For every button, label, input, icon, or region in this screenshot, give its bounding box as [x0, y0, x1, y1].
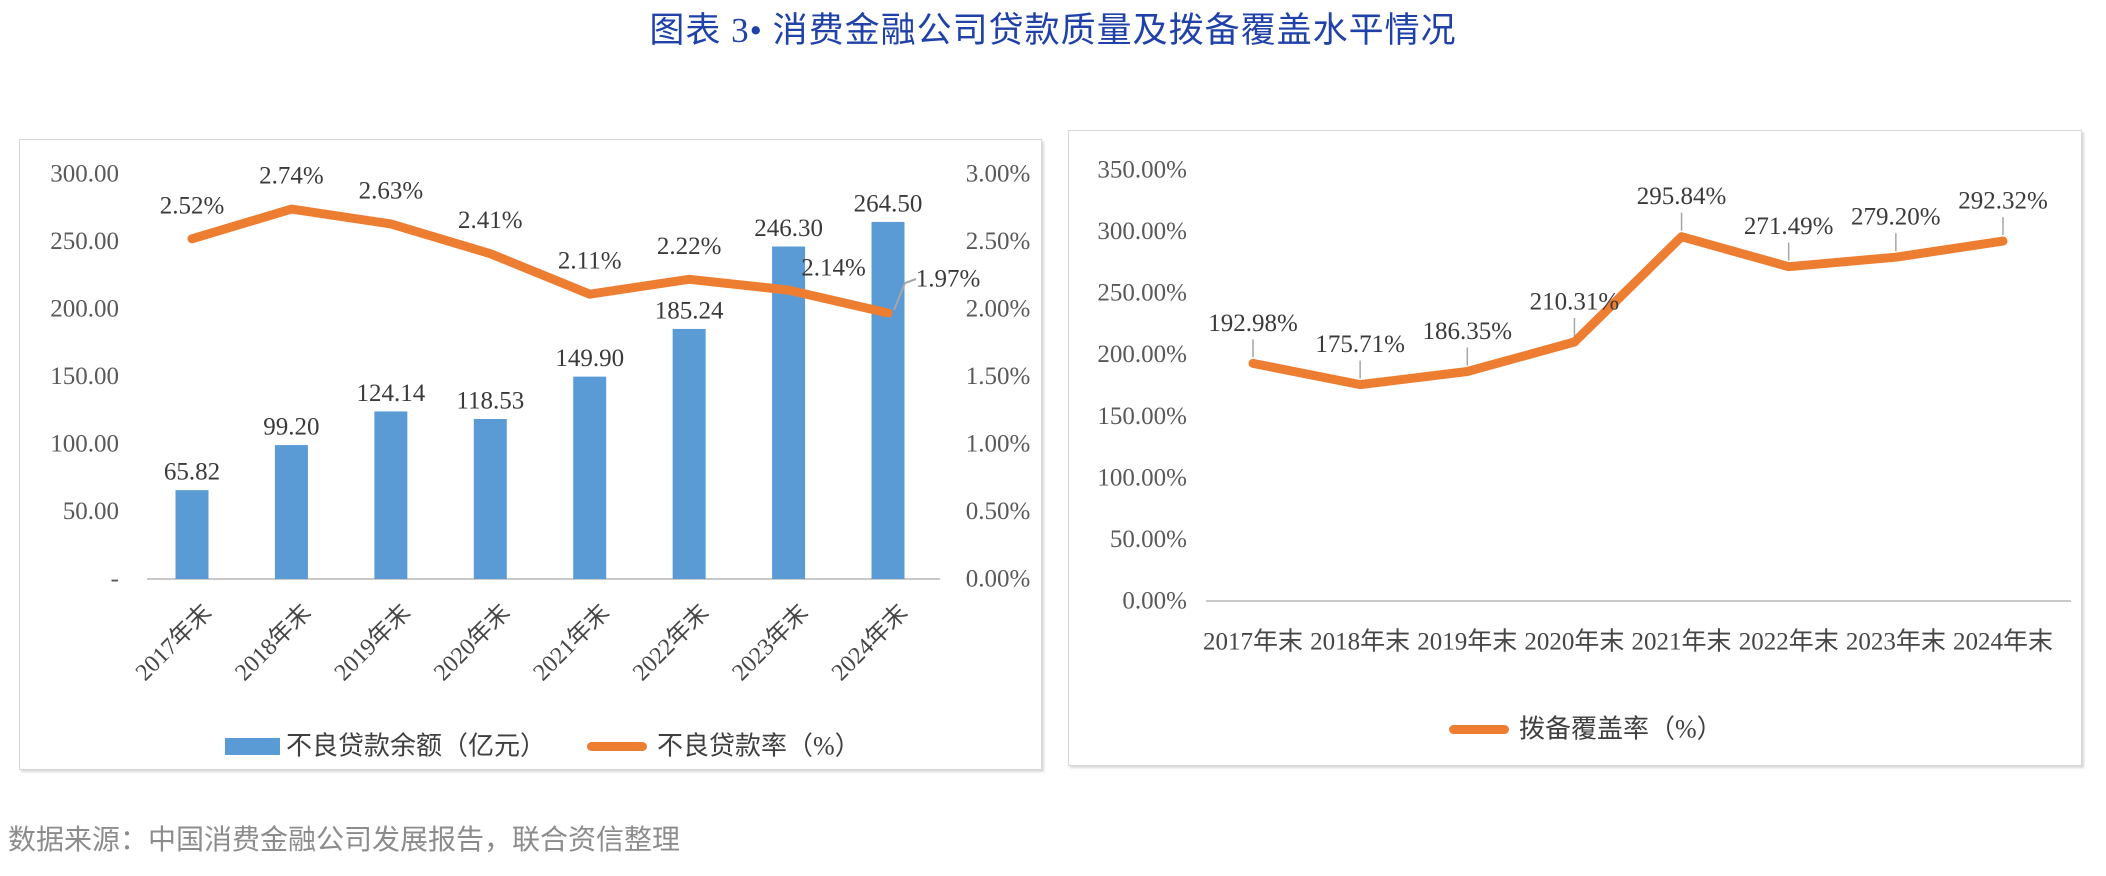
line-value-label: 2.11%	[558, 248, 622, 275]
npl-balance-ratio-chart: 300.00 250.00 200.00 150.00 100.00 50.00 - 3.00…	[50, 161, 1031, 761]
figure-title: 图表 3• 消费金融公司贷款质量及拨备覆盖水平情况	[649, 11, 1457, 50]
line-value-label: 175.71%	[1315, 331, 1405, 358]
left-axis-tick-label: 200.00	[50, 296, 119, 323]
provision-coverage-chart: 350.00% 300.00% 250.00% 200.00% 150.00% 100.0…	[1097, 157, 2071, 744]
bar-value-label: 118.53	[456, 387, 524, 414]
bar-value-label: 264.50	[854, 190, 923, 217]
label-leader-line	[893, 278, 917, 311]
right-axis-tick-label: 1.00%	[966, 431, 1031, 458]
bar-value-label: 65.82	[164, 459, 220, 486]
category-label: 2019年末	[1417, 628, 1517, 656]
y-axis-tick-label: 50.00%	[1110, 526, 1187, 553]
bar-2024年末	[871, 221, 905, 580]
line-value-label: 210.31%	[1530, 289, 1620, 316]
right-axis-tick-label: 2.50%	[966, 228, 1031, 255]
category-label: 2024年末	[1953, 628, 2053, 656]
category-label: 2020年末	[429, 599, 516, 686]
bar-value-label: 246.30	[754, 215, 823, 242]
left-axis-tick-label: -	[111, 566, 119, 593]
left-axis-tick-label: 100.00	[50, 431, 119, 458]
line-value-label: 271.49%	[1744, 213, 1834, 240]
bar-2020年末	[473, 418, 507, 579]
y-axis-tick-label: 150.00%	[1097, 403, 1187, 430]
right-axis-tick-label: 2.00%	[966, 296, 1031, 323]
line-value-label: 2.14%	[801, 255, 866, 282]
legend-line-swatch	[1449, 725, 1509, 734]
line-value-label: 292.32%	[1958, 188, 2048, 215]
right-axis-tick-label: 1.50%	[966, 363, 1031, 390]
line-value-label: 2.22%	[657, 233, 722, 260]
bar-2018年末	[274, 445, 308, 579]
y-axis-tick-label: 350.00%	[1097, 157, 1187, 184]
legend-line-label: 不良贷款率（%）	[657, 732, 861, 761]
bar-value-label: 124.14	[356, 380, 425, 407]
y-axis-tick-label: 200.00%	[1097, 341, 1187, 368]
right-axis-tick-label: 3.00%	[966, 161, 1031, 188]
bar-2021年末	[573, 376, 607, 579]
line-value-label: 1.97%	[916, 266, 981, 293]
y-axis-tick-label: 300.00%	[1097, 218, 1187, 245]
bar-2022年末	[672, 328, 706, 579]
bar-value-label: 99.20	[263, 414, 319, 441]
line-value-label: 295.84%	[1637, 183, 1727, 210]
legend-line-label: 拨备覆盖率（%）	[1519, 715, 1723, 744]
left-axis-tick-label: 50.00	[63, 498, 119, 525]
legend-bar-label: 不良贷款余额（亿元）	[286, 732, 546, 761]
category-label: 2020年末	[1524, 628, 1624, 656]
category-label: 2019年末	[329, 599, 416, 686]
left-axis-tick-label: 250.00	[50, 228, 119, 255]
line-value-label: 2.52%	[160, 192, 225, 219]
line-value-label: 192.98%	[1208, 310, 1298, 337]
category-label: 2023年末	[1846, 628, 1946, 656]
bar-value-label: 185.24	[655, 297, 724, 324]
bar-2019年末	[374, 411, 408, 579]
left-chart-panel: 300.00 250.00 200.00 150.00 100.00 50.00 - 3.00…	[19, 139, 1042, 770]
right-axis-tick-label: 0.50%	[966, 498, 1031, 525]
right-axis-tick-label: 0.00%	[966, 566, 1031, 593]
category-label: 2021年末	[528, 599, 615, 686]
legend-bar-swatch	[225, 738, 280, 755]
category-label: 2017年末	[130, 599, 217, 686]
category-label: 2018年末	[1310, 628, 1410, 656]
npl-ratio-line	[187, 204, 893, 318]
category-label: 2022年末	[627, 599, 714, 686]
category-label: 2021年末	[1632, 628, 1732, 656]
y-axis-tick-label: 250.00%	[1097, 280, 1187, 307]
line-value-label: 2.41%	[458, 207, 523, 234]
left-axis-tick-label: 150.00	[50, 363, 119, 390]
right-chart-panel: 350.00% 300.00% 250.00% 200.00% 150.00% 100.0…	[1068, 130, 2082, 766]
line-value-label: 279.20%	[1851, 204, 1941, 231]
category-label: 2018年末	[230, 599, 317, 686]
legend-line-swatch	[587, 742, 647, 751]
line-value-label: 2.63%	[359, 177, 424, 204]
source-note: 数据来源：中国消费金融公司发展报告，联合资信整理	[8, 825, 681, 856]
category-label: 2022年末	[1739, 628, 1839, 656]
line-value-label: 2.74%	[259, 163, 324, 190]
bar-value-label: 149.90	[555, 345, 624, 372]
coverage-ratio-line	[1248, 232, 2008, 390]
category-label: 2017年末	[1203, 628, 1303, 656]
bar-2023年末	[772, 246, 806, 579]
line-value-label: 186.35%	[1422, 318, 1512, 345]
bar-2017年末	[175, 490, 209, 579]
category-label: 2023年末	[727, 599, 814, 686]
y-axis-tick-label: 100.00%	[1097, 464, 1187, 491]
left-axis-tick-label: 300.00	[50, 161, 119, 188]
category-label: 2024年末	[826, 599, 913, 686]
y-axis-tick-label: 0.00%	[1122, 587, 1187, 614]
